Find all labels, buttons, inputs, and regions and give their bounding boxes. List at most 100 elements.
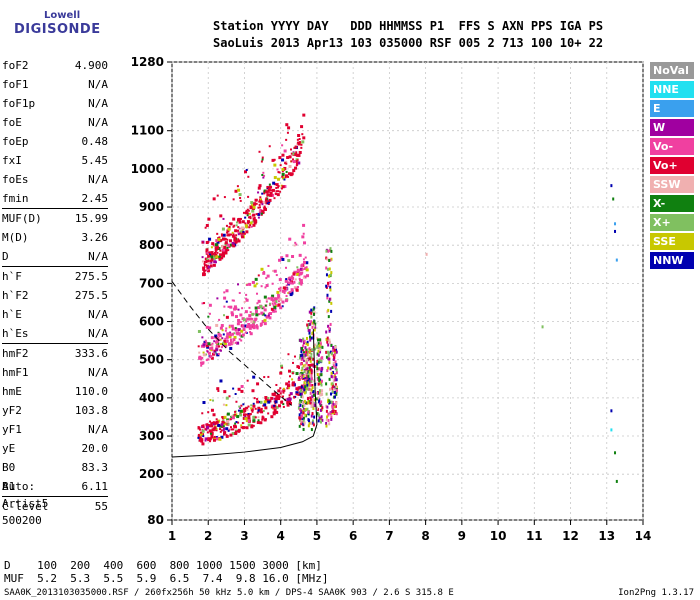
- echo-point: [334, 378, 337, 382]
- echo-point: [240, 232, 243, 235]
- echo-point: [302, 416, 305, 420]
- echo-point: [327, 284, 330, 288]
- echo-point: [327, 351, 330, 355]
- echo-point: [286, 387, 289, 390]
- echo-point: [308, 366, 311, 370]
- echo-point: [317, 338, 320, 342]
- echo-point: [222, 237, 226, 241]
- echo-point: [314, 322, 317, 326]
- echo-point: [299, 338, 302, 342]
- echo-point: [237, 217, 241, 221]
- echo-point: [278, 278, 282, 282]
- echo-point: [306, 274, 310, 278]
- echo-point: [242, 409, 246, 413]
- param-value: 55: [94, 500, 108, 513]
- echo-point: [332, 345, 335, 349]
- echo-point: [228, 335, 232, 339]
- echo-point: [310, 374, 313, 378]
- echo-point: [214, 246, 217, 249]
- param-row: h`Es N/A: [2, 324, 108, 343]
- echo-point: [309, 391, 312, 395]
- echo-point: [222, 254, 226, 258]
- param-row: foF2 4.900: [2, 56, 108, 75]
- param-value: 6.11: [81, 480, 109, 493]
- echo-point: [275, 274, 278, 277]
- param-row: hmE 110.0: [2, 382, 108, 401]
- echo-point: [302, 223, 306, 227]
- echo-point: [313, 398, 316, 402]
- echo-point: [272, 189, 275, 192]
- echo-point: [325, 404, 328, 408]
- echo-point: [216, 232, 219, 235]
- echo-point: [317, 396, 320, 400]
- echo-point: [294, 166, 298, 170]
- echo-point: [247, 423, 251, 427]
- echo-point: [276, 290, 280, 294]
- isolated-echo-point: [610, 409, 613, 413]
- echo-point: [204, 226, 207, 229]
- echo-point: [264, 314, 267, 317]
- echo-point: [231, 432, 235, 436]
- echo-point: [214, 250, 217, 253]
- echo-point: [237, 387, 241, 391]
- echo-point: [257, 274, 260, 277]
- echo-point: [267, 297, 270, 300]
- echo-point: [296, 365, 300, 369]
- echo-point: [325, 256, 328, 260]
- echo-point: [306, 379, 309, 383]
- echo-point: [239, 199, 242, 202]
- echo-point: [229, 338, 232, 341]
- echo-point: [316, 345, 319, 349]
- echo-point: [301, 401, 304, 405]
- echo-point: [232, 299, 235, 302]
- echo-point: [212, 197, 216, 201]
- echo-point: [230, 334, 233, 337]
- echo-point: [231, 332, 234, 335]
- echo-point: [251, 209, 255, 213]
- echo-point: [198, 351, 201, 354]
- echo-point: [303, 260, 307, 264]
- isolated-echo-point: [425, 252, 428, 256]
- echo-point: [225, 315, 229, 319]
- x-tick-label: 9: [458, 529, 466, 543]
- echo-point: [270, 415, 274, 419]
- echo-point: [243, 300, 246, 303]
- isolated-echo-point: [615, 479, 618, 483]
- echo-point: [209, 264, 213, 268]
- echo-point: [310, 388, 313, 392]
- echo-point: [279, 287, 282, 290]
- echo-point: [306, 367, 309, 371]
- echo-point: [279, 392, 282, 395]
- echo-point: [205, 341, 209, 345]
- echo-point: [239, 411, 242, 414]
- echo-point: [319, 348, 322, 352]
- echo-point: [302, 411, 305, 415]
- echo-point: [329, 392, 332, 396]
- echo-point: [248, 212, 251, 215]
- echo-point: [300, 395, 303, 399]
- param-separator: [2, 343, 108, 344]
- echo-point: [225, 434, 228, 437]
- echo-point: [202, 266, 206, 270]
- param-key: foE: [2, 116, 22, 129]
- echo-point: [301, 415, 304, 419]
- echo-point: [228, 222, 231, 225]
- echo-point: [226, 234, 229, 237]
- echo-point: [242, 318, 246, 322]
- echo-point: [327, 418, 330, 422]
- echo-point: [275, 190, 278, 193]
- echo-point: [275, 186, 278, 189]
- echo-point: [321, 392, 324, 396]
- echo-point: [300, 146, 303, 149]
- echo-point: [226, 229, 230, 233]
- echo-point: [288, 394, 291, 397]
- echo-point: [299, 362, 302, 366]
- echo-point: [327, 400, 330, 404]
- echo-point: [221, 344, 224, 347]
- echo-point: [327, 249, 330, 253]
- param-value: 275.5: [74, 289, 108, 302]
- echo-point: [316, 391, 319, 395]
- echo-point: [282, 388, 286, 392]
- echo-point: [231, 313, 235, 317]
- echo-point: [213, 426, 217, 430]
